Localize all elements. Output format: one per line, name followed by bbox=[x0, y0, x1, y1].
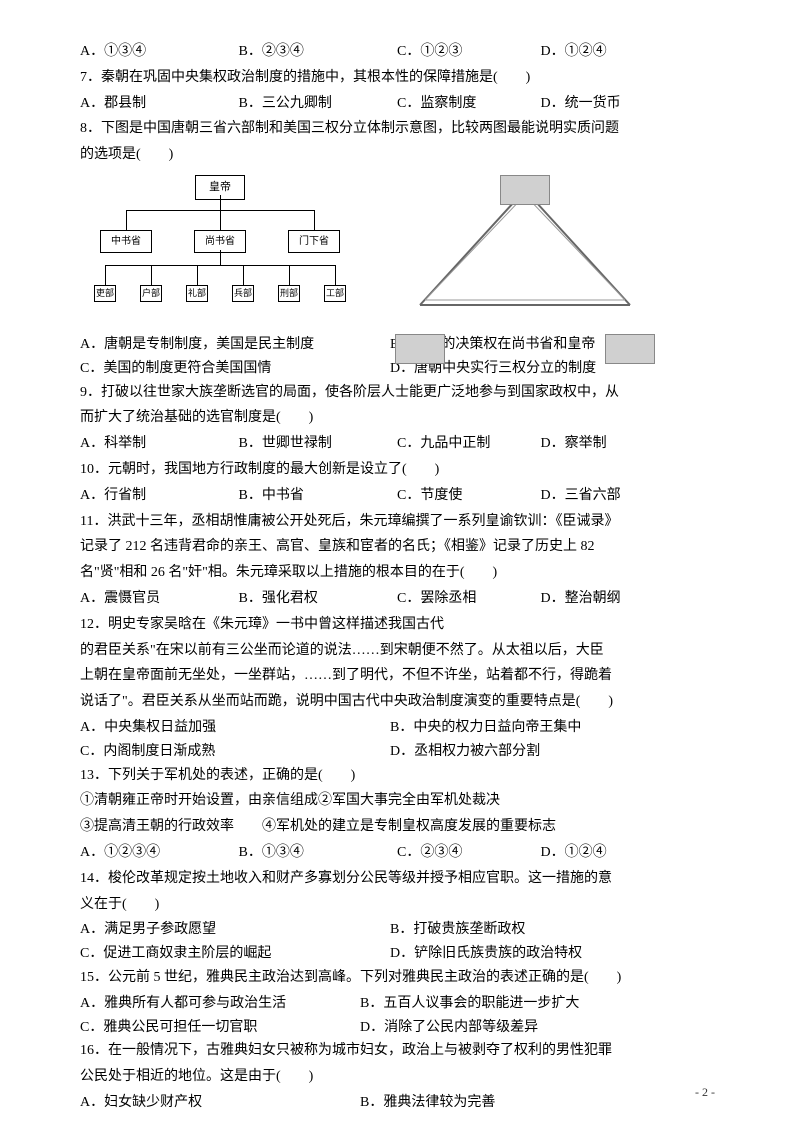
q9-options: A．科举制 B．世卿世禄制 C．九品中正制 D．察举制 bbox=[80, 432, 720, 456]
q11-opt-a: A．震慑官员 bbox=[80, 587, 235, 611]
q11-options: A．震慑官员 B．强化君权 C．罢除丞相 D．整治朝纲 bbox=[80, 587, 720, 611]
q12-stem1: 12．明史专家吴晗在《朱元璋》一书中曾这样描述我国古代 bbox=[80, 613, 720, 637]
q12-opt-b: B．中央的权力日益向帝王集中 bbox=[390, 716, 720, 740]
q16-opt-b: B．雅典法律较为完善 bbox=[360, 1091, 720, 1115]
q6-opt-c: C．①②③ bbox=[397, 40, 537, 64]
q11-stem1: 11．洪武十三年，丞相胡惟庸被公开处死后，朱元璋编撰了一系列皇谕钦训：《臣诫录》 bbox=[80, 510, 720, 534]
q11-stem2: 记录了 212 名违背君命的亲王、高官、皇族和宦者的名氏；《相鉴》记录了历史上 … bbox=[80, 535, 720, 559]
q15-stem: 15．公元前 5 世纪，雅典民主政治达到高峰。下列对雅典民主政治的表述正确的是(… bbox=[80, 966, 720, 990]
q7-stem: 7．秦朝在巩固中央集权政治制度的措施中，其根本性的保障措施是( ) bbox=[80, 66, 720, 90]
q9-opt-d: D．察举制 bbox=[541, 432, 607, 456]
dept-1: 吏部 bbox=[94, 285, 116, 302]
q9-stem1: 9．打破以往世家大族垄断选官的局面，使各阶层人士能更广泛地参与到国家政权中，从 bbox=[80, 381, 720, 405]
q9-stem2: 而扩大了统治基础的选官制度是( ) bbox=[80, 406, 720, 430]
q12-options-row2: C．内阁制度日渐成熟 D．丞相权力被六部分割 bbox=[80, 740, 720, 764]
ministry-3: 门下省 bbox=[288, 230, 340, 253]
q14-options-row2: C．促进工商奴隶主阶层的崛起 D．铲除旧氏族贵族的政治特权 bbox=[80, 942, 720, 966]
q15-options-row2: C．雅典公民可担任一切官职 D．消除了公民内部等级差异 bbox=[80, 1016, 720, 1040]
q12-stem4: 说话了"。君臣关系从坐而站而跪，说明中国古代中央政治制度演变的重要特点是( ) bbox=[80, 690, 720, 714]
dept-4: 兵部 bbox=[232, 285, 254, 302]
q8-opt-a: A．唐朝是专制制度，美国是民主制度 bbox=[80, 333, 390, 357]
q13-stem3: ③提高清王朝的行政效率 ④军机处的建立是专制皇权高度发展的重要标志 bbox=[80, 815, 720, 839]
q14-opt-b: B．打破贵族垄断政权 bbox=[390, 918, 720, 942]
q9-opt-a: A．科举制 bbox=[80, 432, 235, 456]
q10-opt-a: A．行省制 bbox=[80, 484, 235, 508]
q9-opt-b: B．世卿世禄制 bbox=[239, 432, 394, 456]
q12-stem3: 上朝在皇帝面前无坐处，一坐群站，……到了明代，不但不许坐，站着都不行，得跪着 bbox=[80, 664, 720, 688]
diagram-container: 皇帝 中书省 尚书省 门下省 吏部 户部 礼部 兵部 刑部 工部 bbox=[80, 175, 720, 325]
q16-stem1: 16．在一般情况下，古雅典妇女只被称为城市妇女，政治上与被剥夺了权利的男性犯罪 bbox=[80, 1039, 720, 1063]
q13-stem1: 13．下列关于军机处的表述，正确的是( ) bbox=[80, 764, 720, 788]
whitehouse-icon bbox=[500, 175, 550, 205]
page-number: - 2 - bbox=[695, 1082, 715, 1102]
q14-stem2: 义在于( ) bbox=[80, 893, 720, 917]
q15-opt-a: A．雅典所有人都可参与政治生活 bbox=[80, 992, 360, 1016]
q12-opt-c: C．内阁制度日渐成熟 bbox=[80, 740, 390, 764]
q14-opt-c: C．促进工商奴隶主阶层的崛起 bbox=[80, 942, 390, 966]
tang-diagram: 皇帝 中书省 尚书省 门下省 吏部 户部 礼部 兵部 刑部 工部 bbox=[80, 175, 360, 325]
q15-options-row1: A．雅典所有人都可参与政治生活 B．五百人议事会的职能进一步扩大 bbox=[80, 992, 720, 1016]
q11-opt-b: B．强化君权 bbox=[239, 587, 394, 611]
q13-opt-c: C．②③④ bbox=[397, 841, 537, 865]
q12-opt-d: D．丞相权力被六部分割 bbox=[390, 740, 720, 764]
q13-opt-b: B．①③④ bbox=[239, 841, 394, 865]
q7-opt-c: C．监察制度 bbox=[397, 92, 537, 116]
us-diagram bbox=[380, 175, 670, 325]
q14-stem1: 14．梭伦改革规定按土地收入和财产多寡划分公民等级并授予相应官职。这一措施的意 bbox=[80, 867, 720, 891]
q8-opt-c: C．美国的制度更符合美国国情 bbox=[80, 357, 390, 381]
q11-opt-c: C．罢除丞相 bbox=[397, 587, 537, 611]
q15-opt-d: D．消除了公民内部等级差异 bbox=[360, 1016, 720, 1040]
q8-stem2: 的选项是( ) bbox=[80, 143, 720, 167]
q7-options: A．郡县制 B．三公九卿制 C．监察制度 D．统一货币 bbox=[80, 92, 720, 116]
q14-opt-a: A．满足男子参政愿望 bbox=[80, 918, 390, 942]
q13-opt-a: A．①②③④ bbox=[80, 841, 235, 865]
q13-stem2: ①清朝雍正帝时开始设置，由亲信组成②军国大事完全由军机处裁决 bbox=[80, 789, 720, 813]
q10-stem: 10．元朝时，我国地方行政制度的最大创新是设立了( ) bbox=[80, 458, 720, 482]
q6-opt-a: A．①③④ bbox=[80, 40, 235, 64]
ministry-1: 中书省 bbox=[100, 230, 152, 253]
dept-6: 工部 bbox=[324, 285, 346, 302]
q6-opt-b: B．②③④ bbox=[239, 40, 394, 64]
q13-opt-d: D．①②④ bbox=[541, 841, 607, 865]
q6-opt-d: D．①②④ bbox=[541, 40, 607, 64]
q11-stem3: 名"贤"相和 26 名"奸"相。朱元璋采取以上措施的根本目的在于( ) bbox=[80, 561, 720, 585]
q15-opt-c: C．雅典公民可担任一切官职 bbox=[80, 1016, 360, 1040]
q7-opt-a: A．郡县制 bbox=[80, 92, 235, 116]
q10-opt-c: C．节度使 bbox=[397, 484, 537, 508]
q16-opt-a: A．妇女缺少财产权 bbox=[80, 1091, 360, 1115]
q12-opt-a: A．中央集权日益加强 bbox=[80, 716, 390, 740]
q11-opt-d: D．整治朝纲 bbox=[541, 587, 621, 611]
q6-options: A．①③④ B．②③④ C．①②③ D．①②④ bbox=[80, 40, 720, 64]
dept-2: 户部 bbox=[140, 285, 162, 302]
q14-opt-d: D．铲除旧氏族贵族的政治特权 bbox=[390, 942, 720, 966]
court-icon bbox=[605, 334, 655, 364]
q16-stem2: 公民处于相近的地位。这是由于( ) bbox=[80, 1065, 720, 1089]
q7-opt-b: B．三公九卿制 bbox=[239, 92, 394, 116]
q7-opt-d: D．统一货币 bbox=[541, 92, 621, 116]
q12-stem2: 的君臣关系"在宋以前有三公坐而论道的说法……到宋朝便不然了。从太祖以后，大臣 bbox=[80, 639, 720, 663]
q10-options: A．行省制 B．中书省 C．节度使 D．三省六部 bbox=[80, 484, 720, 508]
q14-options-row1: A．满足男子参政愿望 B．打破贵族垄断政权 bbox=[80, 918, 720, 942]
q9-opt-c: C．九品中正制 bbox=[397, 432, 537, 456]
q16-options-row1: A．妇女缺少财产权 B．雅典法律较为完善 bbox=[80, 1091, 720, 1115]
q13-options: A．①②③④ B．①③④ C．②③④ D．①②④ bbox=[80, 841, 720, 865]
q10-opt-b: B．中书省 bbox=[239, 484, 394, 508]
dept-5: 刑部 bbox=[278, 285, 300, 302]
q12-options-row1: A．中央集权日益加强 B．中央的权力日益向帝王集中 bbox=[80, 716, 720, 740]
q15-opt-b: B．五百人议事会的职能进一步扩大 bbox=[360, 992, 720, 1016]
congress-icon bbox=[395, 334, 445, 364]
q8-stem1: 8．下图是中国唐朝三省六部制和美国三权分立体制示意图，比较两图最能说明实质问题 bbox=[80, 117, 720, 141]
q10-opt-d: D．三省六部 bbox=[541, 484, 621, 508]
dept-3: 礼部 bbox=[186, 285, 208, 302]
